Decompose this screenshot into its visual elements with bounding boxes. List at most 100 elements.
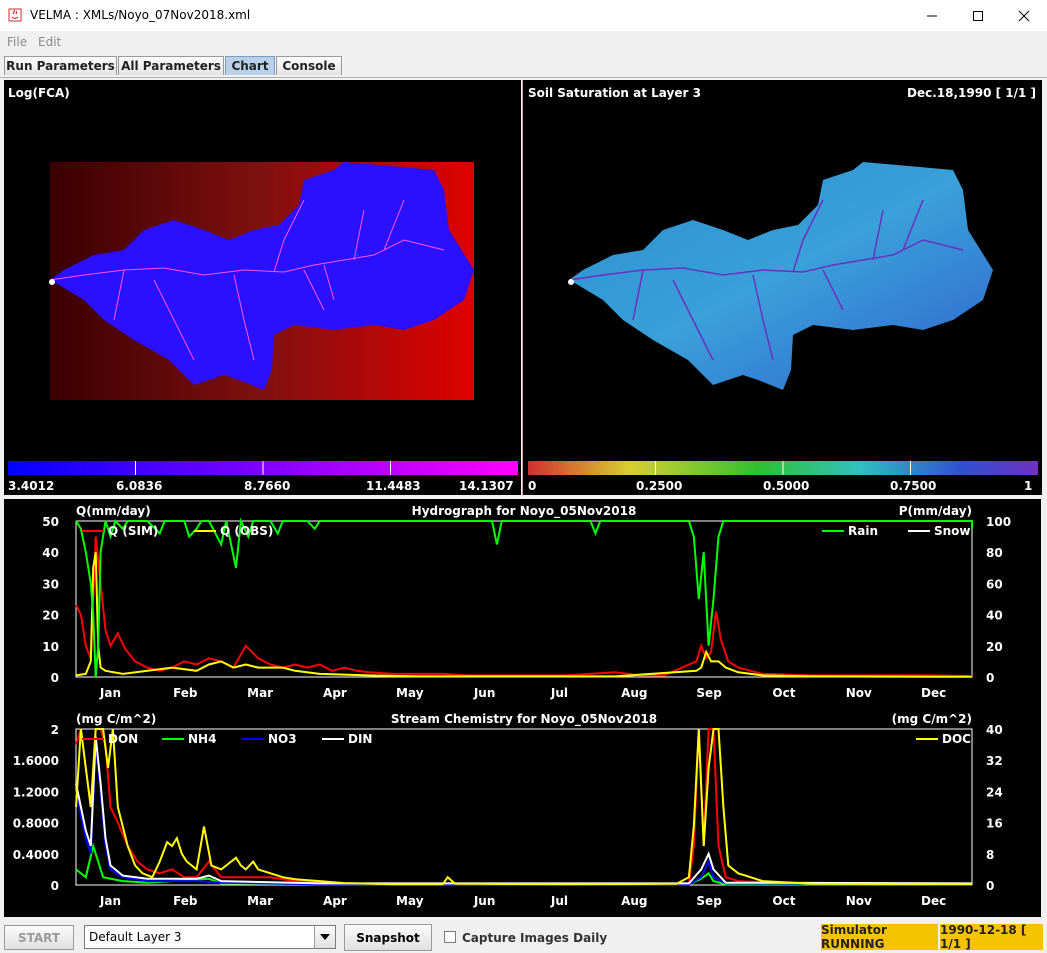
hydrograph-title: Hydrograph for Noyo_05Nov2018 [412, 504, 637, 519]
chemistry-y2tick-label: 8 [986, 848, 994, 862]
capture-images-checkbox[interactable] [444, 931, 456, 943]
hydrograph-legend-label: Q (SIM) [108, 524, 158, 538]
chemistry-ytick-label: 0.8000 [13, 817, 59, 831]
hydrograph-legend-label: Rain [848, 524, 878, 538]
hydrograph-legend-label: Snow [934, 524, 971, 538]
hydrograph-y2tick-label: 60 [986, 577, 1003, 591]
hydrograph-month-label: Jul [550, 686, 568, 700]
layer-select-value: Default Layer 3 [89, 930, 182, 944]
menu-bar: File Edit [0, 31, 1047, 53]
chemistry-ytick-label: 1.2000 [13, 785, 59, 799]
chemistry-month-label: Feb [173, 894, 198, 908]
tab-console[interactable]: Console [276, 56, 342, 75]
tab-all-parameters[interactable]: All Parameters [118, 56, 224, 75]
colorbar-right-tick-1: 0.2500 [636, 479, 683, 493]
capture-images-label: Capture Images Daily [462, 931, 608, 945]
start-button[interactable]: START [4, 925, 74, 950]
hydrograph-chart: Hydrograph for Noyo_05Nov2018 Q(mm/day) P(… [42, 504, 1011, 700]
hydrograph-y2tick-label: 100 [986, 515, 1011, 529]
colorbar-left-tick-4: 14.1307 [459, 479, 514, 493]
java-app-icon [8, 8, 22, 22]
chemistry-y2tick-label: 16 [986, 817, 1003, 831]
menu-edit[interactable]: Edit [38, 35, 62, 49]
colorbar-left-tick-1: 6.0836 [116, 479, 163, 493]
chemistry-y2tick-label: 24 [986, 785, 1003, 799]
minimize-button[interactable] [909, 0, 955, 31]
fca-map-panel: Log(FCA) 3.4012 6.0836 8.7660 11.4483 14… [4, 80, 521, 495]
chemistry-month-label: Apr [323, 894, 347, 908]
chemistry-ytick-label: 2 [51, 723, 59, 737]
hydrograph-month-label: Sep [696, 686, 722, 700]
chemistry-series-din [75, 736, 973, 885]
colorbar-right-tick-3: 0.7500 [890, 479, 937, 493]
chemistry-month-label: Jun [473, 894, 496, 908]
hydrograph-series-rain [75, 517, 973, 678]
chemistry-ytick-label: 0.4000 [13, 848, 59, 862]
hydrograph-ytick-label: 10 [42, 640, 59, 654]
colorbar-left-tick-0: 3.4012 [8, 479, 55, 493]
snapshot-button[interactable]: Snapshot [344, 924, 432, 951]
chemistry-y2label: (mg C/m^2) [892, 712, 972, 726]
maximize-button[interactable] [955, 0, 1001, 31]
hydrograph-ytick-label: 50 [42, 515, 59, 529]
chemistry-ytick-label: 0 [51, 879, 59, 893]
layer-select[interactable]: Default Layer 3 [84, 925, 336, 949]
chemistry-series-doc [75, 728, 973, 886]
tab-run-parameters[interactable]: Run Parameters [4, 56, 117, 75]
map-left-title: Log(FCA) [8, 86, 70, 100]
colorbar-left-tick-3: 11.4483 [366, 479, 421, 493]
hydrograph-y2tick-label: 20 [986, 640, 1003, 654]
chemistry-ytick-label: 1.6000 [13, 754, 59, 768]
chemistry-series-nh4 [75, 842, 972, 886]
soil-saturation-colorbar [528, 461, 1038, 475]
hydrograph-month-label: Aug [621, 686, 647, 700]
hydrograph-series-q-sim- [75, 536, 973, 678]
hydrograph-month-label: Apr [323, 686, 347, 700]
map-right-date: Dec.18,1990 [ 1/1 ] [906, 86, 1036, 100]
hydrograph-y2tick-label: 80 [986, 546, 1003, 560]
close-button[interactable] [1001, 0, 1047, 31]
chemistry-month-label: Dec [921, 894, 946, 908]
colorbar-right-tick-0: 0 [528, 479, 537, 493]
simulator-status-badge: Simulator RUNNING [821, 923, 938, 951]
hydrograph-y2tick-label: 0 [986, 671, 994, 685]
chemistry-month-label: Jan [99, 894, 121, 908]
hydrograph-ytick-label: 20 [42, 609, 59, 623]
close-icon [1018, 10, 1030, 21]
chemistry-month-label: Oct [772, 894, 795, 908]
chemistry-series-no3 [75, 744, 973, 886]
layer-select-toggle[interactable] [314, 926, 335, 948]
chemistry-month-label: Aug [621, 894, 647, 908]
chemistry-month-label: Nov [846, 894, 872, 908]
hydrograph-month-label: May [396, 686, 424, 700]
tab-chart[interactable]: Chart [225, 56, 275, 75]
chemistry-y2tick-label: 40 [986, 723, 1003, 737]
hydrograph-ytick-label: 40 [42, 546, 59, 560]
chemistry-month-label: Jul [550, 894, 568, 908]
hydrograph-y2tick-label: 40 [986, 609, 1003, 623]
hydrograph-ytick-label: 0 [51, 671, 59, 685]
soil-saturation-map-panel: Soil Saturation at Layer 3 Dec.18,1990 [… [522, 80, 1042, 495]
window-title: VELMA : XMLs/Noyo_07Nov2018.xml [30, 8, 251, 22]
stream-chemistry-chart: Stream Chemistry for Noyo_05Nov2018 (mg C… [13, 712, 1003, 908]
hydrograph-month-label: Nov [846, 686, 872, 700]
colorbar-left-tick-2: 8.7660 [244, 479, 291, 493]
soil-saturation-map-image [568, 162, 993, 390]
hydrograph-month-label: Mar [247, 686, 273, 700]
chemistry-legend-label: NH4 [188, 732, 216, 746]
hydrograph-month-label: Jan [99, 686, 121, 700]
hydrograph-month-label: Feb [173, 686, 198, 700]
hydrograph-month-label: Jun [473, 686, 496, 700]
map-right-title: Soil Saturation at Layer 3 [528, 86, 701, 100]
fca-colorbar [8, 461, 518, 475]
chemistry-y2tick-label: 0 [986, 879, 994, 893]
chemistry-legend-label: DOC [942, 732, 971, 746]
chemistry-legend-label: DIN [348, 732, 372, 746]
hydrograph-y2label: P(mm/day) [899, 504, 972, 518]
chemistry-legend-label: NO3 [268, 732, 297, 746]
menu-file[interactable]: File [7, 35, 28, 49]
minimize-icon [927, 15, 937, 16]
charts-panel [4, 499, 1041, 917]
bottom-toolbar: START Default Layer 3 Snapshot Capture I… [0, 920, 1047, 953]
title-bar: VELMA : XMLs/Noyo_07Nov2018.xml [0, 0, 1047, 31]
